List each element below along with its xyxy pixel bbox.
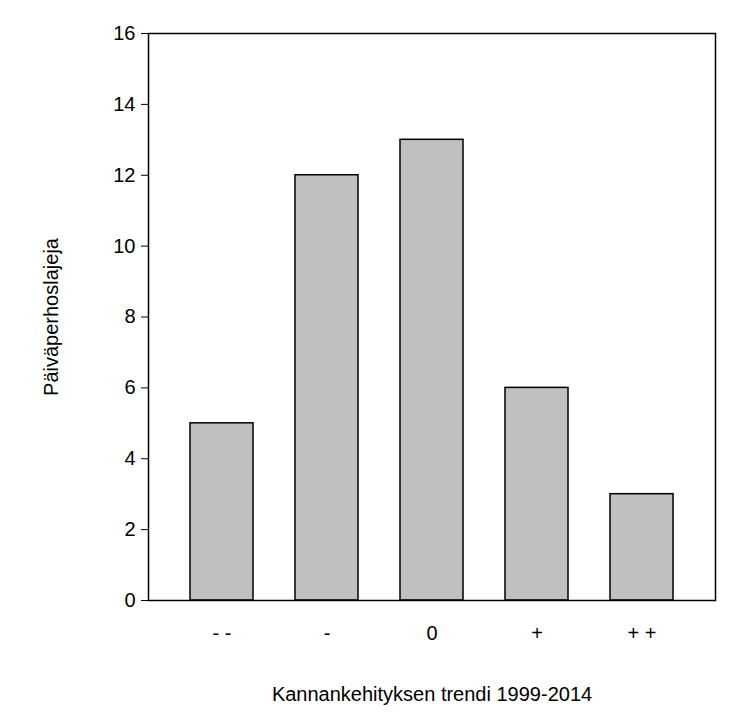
svg-text:Päiväperhoslajeja: Päiväperhoslajeja [40,237,62,396]
svg-text:12: 12 [113,164,135,186]
svg-text:0: 0 [426,622,437,644]
svg-text:2: 2 [124,518,135,540]
svg-text:8: 8 [124,305,135,327]
svg-text:6: 6 [124,376,135,398]
svg-text:16: 16 [113,22,135,44]
svg-text:- -: - - [213,622,232,644]
svg-text:14: 14 [113,93,135,115]
svg-text:+: + [531,622,543,644]
svg-text:-: - [324,622,331,644]
svg-text:+ +: + + [628,622,657,644]
svg-text:Kannankehityksen trendi 1999-2: Kannankehityksen trendi 1999-2014 [272,683,592,705]
svg-text:4: 4 [124,447,135,469]
svg-text:0: 0 [124,589,135,611]
svg-text:10: 10 [113,235,135,257]
